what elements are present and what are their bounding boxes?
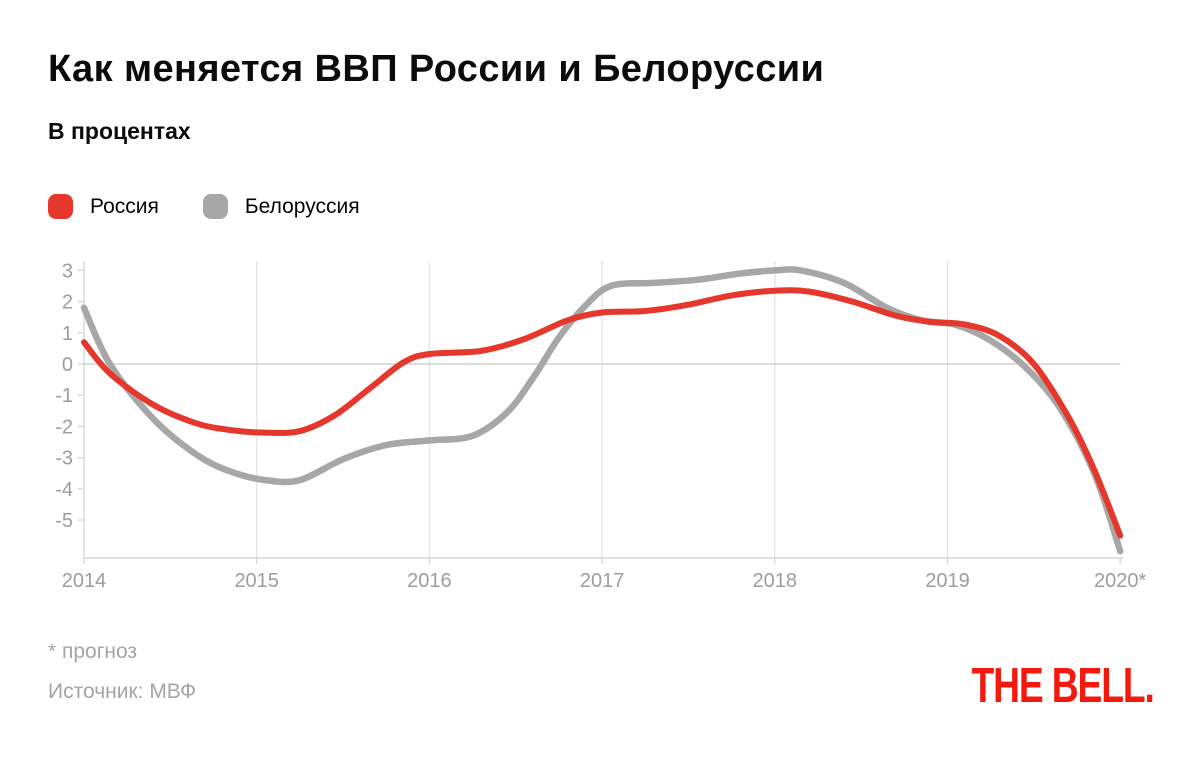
- legend-label-russia: Россия: [90, 194, 159, 218]
- forecast-footnote: * прогноз: [48, 640, 138, 663]
- legend: Россия Белоруссия: [48, 194, 360, 219]
- x-tick-label-2016: 2016: [407, 570, 452, 592]
- y-tick-label--5: -5: [55, 510, 73, 532]
- chart-subtitle: В процентах: [48, 118, 191, 144]
- russia-line: [81, 287, 1124, 539]
- y-tick-label-0: 0: [62, 354, 73, 376]
- x-tick-label-2017: 2017: [580, 570, 625, 592]
- y-tick-label-2: 2: [62, 292, 73, 314]
- x-tick-label-2018: 2018: [753, 570, 798, 592]
- source-note: Источник: МВФ: [48, 680, 197, 703]
- y-tick-label--4: -4: [55, 479, 73, 501]
- legend-swatch-belarus: [202, 194, 228, 219]
- belarus-line: [80, 266, 1124, 555]
- legend-label-belarus: Белоруссия: [244, 194, 360, 218]
- the-bell-logo: THE BELL.: [971, 659, 1155, 713]
- legend-item-russia: Россия: [48, 194, 159, 219]
- legend-item-belarus: Белоруссия: [202, 194, 360, 219]
- y-tick-label--3: -3: [55, 448, 73, 470]
- y-tick-label--1: -1: [55, 385, 73, 407]
- y-tick-label-3: 3: [62, 260, 73, 282]
- x-tick-label-2019: 2019: [925, 570, 970, 592]
- x-tick-label-2015: 2015: [234, 570, 279, 592]
- legend-swatch-russia: [48, 194, 73, 219]
- y-tick-label-1: 1: [62, 323, 73, 345]
- y-tick-label--2: -2: [55, 416, 73, 438]
- x-tick-label-2020*: 2020*: [1094, 570, 1146, 592]
- x-tick-label-2014: 2014: [62, 570, 107, 592]
- chart-title: Как меняется ВВП России и Белоруссии: [48, 48, 825, 90]
